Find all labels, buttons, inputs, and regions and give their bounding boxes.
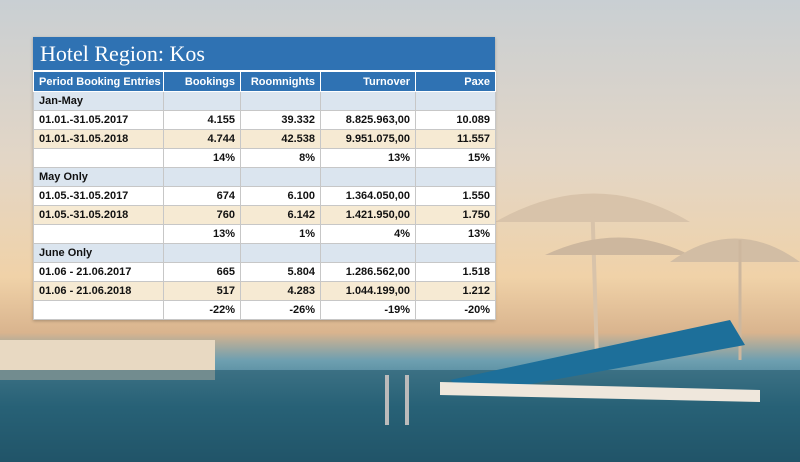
value-cell: 10.089 xyxy=(415,110,496,130)
section-row: May Only xyxy=(33,167,496,187)
umbrella-pole xyxy=(590,194,599,361)
change-cell: 8% xyxy=(240,148,321,168)
empty-cell xyxy=(163,243,241,263)
empty-cell xyxy=(33,148,164,168)
umbrella xyxy=(545,237,690,255)
period-cell: 01.05.-31.05.2018 xyxy=(33,205,164,225)
empty-cell xyxy=(415,91,496,111)
change-cell: -22% xyxy=(163,300,241,320)
change-cell: 4% xyxy=(320,224,416,244)
change-cell: 1% xyxy=(240,224,321,244)
table-body: Jan-May 01.01.-31.05.2017 4.155 39.332 8.825… xyxy=(33,91,496,320)
value-cell: 1.750 xyxy=(415,205,496,225)
period-cell: 01.05.-31.05.2017 xyxy=(33,186,164,206)
value-cell: 39.332 xyxy=(240,110,321,130)
value-cell: 42.538 xyxy=(240,129,321,149)
period-cell: 01.01.-31.05.2017 xyxy=(33,110,164,130)
value-cell: 4.744 xyxy=(163,129,241,149)
period-cell: 01.06 - 21.06.2018 xyxy=(33,281,164,301)
value-cell: 1.286.562,00 xyxy=(320,262,416,282)
empty-cell xyxy=(33,224,164,244)
change-cell: 13% xyxy=(415,224,496,244)
empty-cell xyxy=(240,91,321,111)
value-cell: 1.044.199,00 xyxy=(320,281,416,301)
empty-cell xyxy=(320,91,416,111)
empty-cell xyxy=(320,243,416,263)
period-cell: 01.06 - 21.06.2017 xyxy=(33,262,164,282)
title: Hotel Region: Kos xyxy=(33,37,495,71)
section-label: May Only xyxy=(33,167,164,187)
value-cell: 8.825.963,00 xyxy=(320,110,416,130)
value-cell: 9.951.075,00 xyxy=(320,129,416,149)
value-cell: 1.518 xyxy=(415,262,496,282)
booking-table: Period Booking Entries Bookings Roomnights… xyxy=(33,71,496,320)
pool-ladder xyxy=(385,375,389,425)
value-cell: 6.142 xyxy=(240,205,321,225)
change-cell: -26% xyxy=(240,300,321,320)
empty-cell xyxy=(33,300,164,320)
data-row: 01.05.-31.05.2017 674 6.100 1.364.050,00 1.5… xyxy=(33,186,496,206)
section-label: June Only xyxy=(33,243,164,263)
value-cell: 517 xyxy=(163,281,241,301)
empty-cell xyxy=(415,167,496,187)
change-row: 13% 1% 4% 13% xyxy=(33,224,496,244)
period-cell: 01.01.-31.05.2018 xyxy=(33,129,164,149)
value-cell: 760 xyxy=(163,205,241,225)
empty-cell xyxy=(320,167,416,187)
section-label: Jan-May xyxy=(33,91,164,111)
data-row: 01.01.-31.05.2017 4.155 39.332 8.825.963,00… xyxy=(33,110,496,130)
change-cell: 13% xyxy=(163,224,241,244)
empty-cell xyxy=(415,243,496,263)
value-cell: 4.155 xyxy=(163,110,241,130)
change-cell: -20% xyxy=(415,300,496,320)
change-cell: 13% xyxy=(320,148,416,168)
column-header: Paxe xyxy=(415,71,496,92)
section-row: June Only xyxy=(33,243,496,263)
data-row: 01.06 - 21.06.2017 665 5.804 1.286.562,00 1.… xyxy=(33,262,496,282)
empty-cell xyxy=(240,243,321,263)
column-header: Bookings xyxy=(163,71,241,92)
empty-cell xyxy=(240,167,321,187)
umbrella xyxy=(670,238,800,262)
sun-lounger-frame xyxy=(440,382,760,402)
data-row: 01.06 - 21.06.2018 517 4.283 1.044.199,00 1.… xyxy=(33,281,496,301)
pool-water xyxy=(0,370,800,462)
change-row: 14% 8% 13% 15% xyxy=(33,148,496,168)
data-row: 01.05.-31.05.2018 760 6.142 1.421.950,00 1.7… xyxy=(33,205,496,225)
value-cell: 1.364.050,00 xyxy=(320,186,416,206)
value-cell: 1.212 xyxy=(415,281,496,301)
value-cell: 11.557 xyxy=(415,129,496,149)
value-cell: 674 xyxy=(163,186,241,206)
change-cell: 14% xyxy=(163,148,241,168)
value-cell: 1.421.950,00 xyxy=(320,205,416,225)
empty-cell xyxy=(163,167,241,187)
header-row: Period Booking Entries Bookings Roomnights… xyxy=(33,71,496,92)
value-cell: 665 xyxy=(163,262,241,282)
value-cell: 6.100 xyxy=(240,186,321,206)
change-cell: -19% xyxy=(320,300,416,320)
section-row: Jan-May xyxy=(33,91,496,111)
data-row: 01.01.-31.05.2018 4.744 42.538 9.951.075,00… xyxy=(33,129,496,149)
change-cell: 15% xyxy=(415,148,496,168)
column-header: Roomnights xyxy=(240,71,321,92)
value-cell: 1.550 xyxy=(415,186,496,206)
change-row: -22% -26% -19% -20% xyxy=(33,300,496,320)
value-cell: 4.283 xyxy=(240,281,321,301)
column-header: Turnover xyxy=(320,71,416,92)
column-header: Period Booking Entries xyxy=(33,71,164,92)
value-cell: 5.804 xyxy=(240,262,321,282)
sun-lounger xyxy=(450,320,745,395)
pool-ladder xyxy=(405,375,409,425)
table-panel: Hotel Region: Kos Period Booking Entries… xyxy=(33,37,496,320)
empty-cell xyxy=(163,91,241,111)
